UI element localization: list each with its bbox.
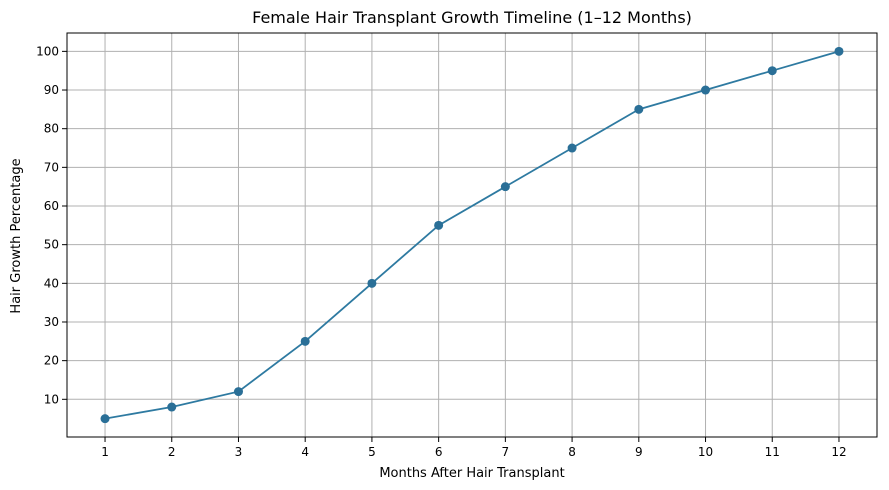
y-tick-label: 20 [44, 354, 59, 368]
data-point [634, 104, 644, 114]
grid [67, 33, 877, 437]
x-tick-label: 10 [698, 445, 713, 459]
x-tick-label: 8 [568, 445, 576, 459]
x-tick-label: 3 [235, 445, 243, 459]
series-line [104, 50, 840, 420]
data-point [767, 66, 777, 76]
x-tick-label: 1 [101, 445, 109, 459]
data-point [500, 182, 510, 192]
y-tick-label: 40 [44, 276, 59, 290]
y-tick-label: 70 [44, 160, 59, 174]
y-tick-label: 50 [44, 238, 59, 252]
data-point [434, 220, 444, 230]
series-group [100, 46, 844, 424]
data-point [701, 85, 711, 95]
y-tick-label: 80 [44, 122, 59, 136]
y-tick-label: 90 [44, 83, 59, 97]
plot-frame [66, 32, 878, 438]
x-tick-label: 2 [168, 445, 176, 459]
y-axis-ticks: 10 20 30 40 50 60 70 80 90 100 [36, 44, 67, 406]
data-point [300, 336, 310, 346]
x-tick-label: 7 [502, 445, 510, 459]
y-tick-label: 10 [44, 392, 59, 406]
y-tick-label: 60 [44, 199, 59, 213]
y-axis-label: Hair Growth Percentage [9, 158, 24, 313]
x-tick-label: 6 [435, 445, 443, 459]
data-point [834, 46, 844, 56]
data-point [567, 143, 577, 153]
chart-title: Female Hair Transplant Growth Timeline (… [252, 8, 692, 27]
y-tick-label: 30 [44, 315, 59, 329]
data-point [100, 414, 110, 424]
x-tick-label: 11 [765, 445, 780, 459]
data-point [367, 278, 377, 288]
x-axis-label: Months After Hair Transplant [379, 466, 564, 481]
y-tick-label: 100 [36, 44, 59, 58]
x-tick-label: 5 [368, 445, 376, 459]
data-point [167, 402, 177, 412]
x-axis-ticks: 1 2 3 4 5 6 7 8 9 10 11 12 [101, 437, 847, 459]
x-tick-label: 4 [301, 445, 309, 459]
x-tick-label: 12 [831, 445, 846, 459]
data-point [233, 387, 243, 397]
x-tick-label: 9 [635, 445, 643, 459]
